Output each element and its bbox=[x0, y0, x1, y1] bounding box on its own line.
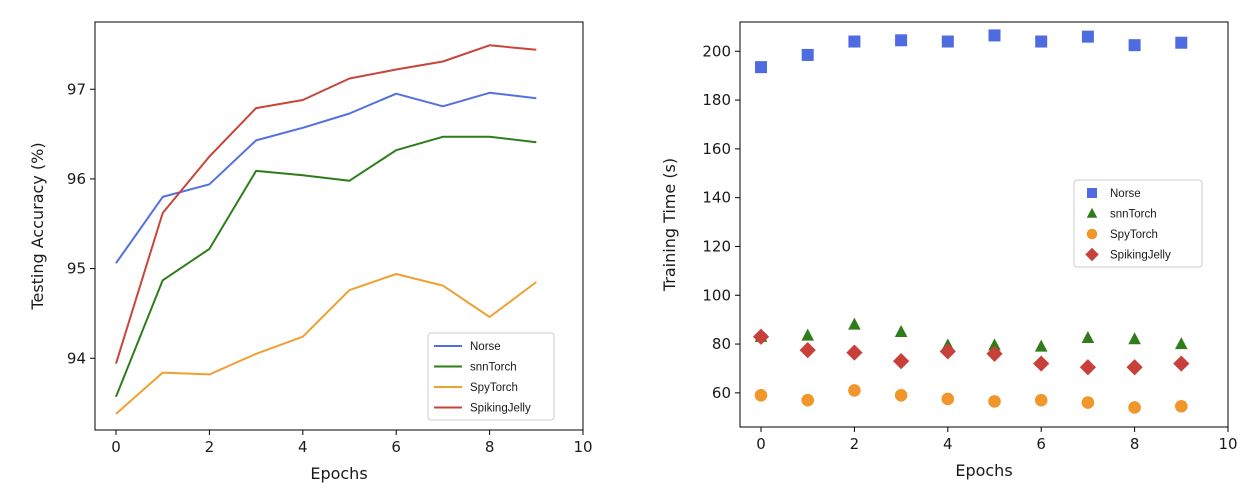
data-point bbox=[1128, 401, 1141, 414]
x-tick-label: 0 bbox=[111, 438, 121, 456]
data-point bbox=[988, 338, 1001, 351]
data-point bbox=[848, 317, 861, 330]
legend: Norse snnTorch SpyTorch SpikingJelly bbox=[1073, 179, 1203, 268]
data-point bbox=[988, 29, 1001, 42]
data-point bbox=[894, 324, 908, 337]
x-tick-label: 10 bbox=[573, 438, 592, 456]
y-tick-label: 140 bbox=[702, 189, 731, 207]
series-spytorch bbox=[115, 273, 537, 415]
data-point bbox=[801, 393, 815, 407]
x-tick-label: 4 bbox=[943, 435, 953, 453]
data-point bbox=[941, 35, 954, 48]
series-spikingjelly bbox=[115, 44, 537, 364]
data-point bbox=[752, 328, 770, 345]
legend-swatch bbox=[1086, 207, 1098, 218]
data-point bbox=[1034, 339, 1048, 352]
legend-label: Norse bbox=[1110, 188, 1141, 200]
legend-label: SpyTorch bbox=[470, 382, 518, 394]
series-line bbox=[115, 44, 537, 364]
data-point bbox=[754, 388, 768, 402]
legend-box bbox=[427, 332, 555, 421]
chart-2: 0 2 4 6 8 10 60 80 100 120 140 160 180 200 Epochs Train… bbox=[660, 21, 1238, 480]
data-point bbox=[1126, 359, 1143, 376]
y-tick-label: 100 bbox=[702, 286, 731, 304]
plot-frame bbox=[94, 21, 584, 431]
y-axis-label: Testing Accuracy (%) bbox=[28, 142, 47, 310]
legend-label: Norse bbox=[470, 341, 501, 353]
data-point bbox=[894, 388, 908, 402]
data-point bbox=[799, 342, 816, 359]
y-tick-label: 96 bbox=[67, 170, 86, 188]
data-point bbox=[988, 395, 1001, 408]
data-point bbox=[1175, 337, 1188, 350]
data-point bbox=[1033, 355, 1050, 372]
data-point bbox=[848, 384, 861, 397]
y-tick-label: 120 bbox=[702, 237, 731, 255]
data-point bbox=[801, 328, 815, 341]
x-tick-label: 4 bbox=[298, 438, 308, 456]
data-point bbox=[939, 343, 956, 360]
data-point bbox=[941, 392, 955, 406]
series-spytorch bbox=[754, 384, 1188, 414]
legend-box bbox=[1073, 179, 1203, 268]
series-snntorch bbox=[754, 317, 1188, 352]
x-axis-label: Epochs bbox=[955, 461, 1012, 480]
y-tick-label: 97 bbox=[67, 80, 86, 98]
legend-label: SpyTorch bbox=[1110, 229, 1158, 241]
legend-label: SpikingJelly bbox=[1110, 250, 1171, 262]
x-tick-label: 6 bbox=[1036, 435, 1046, 453]
data-point bbox=[1081, 396, 1095, 409]
legend-label: snnTorch bbox=[1110, 209, 1157, 221]
legend-swatch bbox=[1087, 188, 1097, 198]
series-line bbox=[115, 91, 537, 264]
y-tick-label: 94 bbox=[67, 349, 86, 367]
y-tick-label: 60 bbox=[712, 384, 731, 402]
data-point bbox=[1128, 39, 1141, 52]
legend-label: snnTorch bbox=[470, 362, 517, 374]
legend-label: SpikingJelly bbox=[470, 403, 531, 415]
data-point bbox=[801, 48, 814, 61]
y-tick-label: 200 bbox=[702, 42, 731, 60]
data-point bbox=[1175, 399, 1188, 413]
x-tick-label: 0 bbox=[756, 435, 766, 453]
y-tick-label: 180 bbox=[702, 91, 731, 109]
plot-frame bbox=[739, 21, 1229, 428]
data-point bbox=[893, 353, 910, 370]
x-tick-label: 2 bbox=[850, 435, 860, 453]
data-point bbox=[1081, 331, 1095, 344]
data-point bbox=[1035, 35, 1048, 48]
data-point bbox=[1034, 393, 1048, 407]
data-point bbox=[1079, 359, 1097, 376]
series-snntorch bbox=[115, 135, 537, 398]
x-tick-label: 8 bbox=[1130, 435, 1140, 453]
x-tick-label: 10 bbox=[1218, 435, 1237, 453]
legend-swatch bbox=[1085, 247, 1099, 262]
data-point bbox=[848, 35, 861, 48]
legend: Norse snnTorch SpyTorch SpikingJelly bbox=[427, 332, 555, 421]
data-point bbox=[1175, 36, 1188, 49]
data-point bbox=[986, 345, 1003, 362]
x-tick-label: 8 bbox=[485, 438, 495, 456]
y-tick-label: 95 bbox=[67, 260, 86, 278]
series-spikingjelly bbox=[752, 328, 1190, 376]
x-tick-label: 6 bbox=[391, 438, 401, 456]
data-point bbox=[846, 344, 863, 361]
y-tick-label: 160 bbox=[702, 140, 731, 158]
legend-swatch bbox=[1086, 228, 1098, 240]
y-axis-label: Training Time (s) bbox=[660, 158, 679, 292]
series-norse bbox=[115, 91, 537, 264]
series-line bbox=[115, 273, 537, 415]
data-point bbox=[895, 34, 908, 47]
x-axis-label: Epochs bbox=[310, 464, 367, 483]
data-point bbox=[755, 61, 768, 74]
data-point bbox=[1173, 355, 1190, 372]
data-point bbox=[1128, 332, 1141, 345]
y-tick-label: 80 bbox=[712, 335, 731, 353]
data-point bbox=[1081, 30, 1094, 43]
series-norse bbox=[755, 29, 1188, 74]
x-tick-label: 2 bbox=[205, 438, 215, 456]
chart-1: 0 2 4 6 8 10 94 95 96 97 Epochs Testing Accuracy (%… bbox=[28, 21, 593, 483]
series-line bbox=[115, 135, 537, 398]
